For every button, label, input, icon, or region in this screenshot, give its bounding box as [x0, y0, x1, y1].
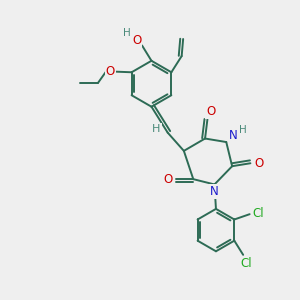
Text: O: O [206, 105, 216, 118]
Text: H: H [123, 28, 130, 38]
Text: O: O [132, 34, 141, 47]
Text: H: H [238, 125, 246, 135]
Text: N: N [229, 129, 238, 142]
Text: H: H [152, 124, 161, 134]
Text: N: N [210, 185, 219, 198]
Text: O: O [254, 157, 263, 170]
Text: Cl: Cl [252, 207, 264, 220]
Text: O: O [106, 65, 115, 78]
Text: Cl: Cl [240, 256, 252, 270]
Text: O: O [163, 173, 172, 186]
